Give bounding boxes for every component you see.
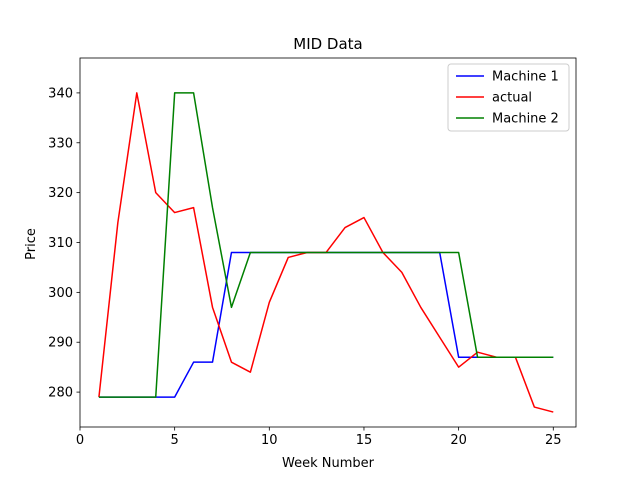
y-tick-label: 290: [48, 336, 73, 351]
x-tick-label: 25: [545, 433, 562, 448]
legend: Machine 1 actual Machine 2: [447, 63, 570, 132]
x-tick-label: 0: [76, 433, 84, 448]
y-tick-label: 320: [48, 186, 73, 201]
y-tick-label: 340: [48, 86, 73, 101]
x-axis-label: Week Number: [282, 456, 375, 471]
series-line-machine-1: [98, 251, 554, 398]
legend-entry-machine-1: Machine 1: [492, 70, 559, 85]
x-axis: 0 5 10 15 20 25: [76, 427, 562, 448]
chart-title: MID Data: [293, 35, 363, 53]
legend-entry-machine-2: Machine 2: [492, 112, 559, 127]
y-tick-label: 310: [48, 236, 73, 251]
series-line-machine-2: [98, 92, 554, 398]
legend-box: [447, 63, 570, 132]
y-axis: 280 290 300 310 320 330 340: [48, 86, 80, 401]
y-tick-label: 300: [48, 286, 73, 301]
x-tick-label: 15: [356, 433, 373, 448]
x-tick-label: 20: [450, 433, 467, 448]
x-tick-label: 5: [171, 433, 179, 448]
legend-entry-actual: actual: [492, 91, 532, 106]
y-tick-label: 280: [48, 386, 73, 401]
x-tick-label: 10: [261, 433, 278, 448]
y-tick-label: 330: [48, 136, 73, 151]
y-axis-label: Price: [24, 228, 39, 260]
